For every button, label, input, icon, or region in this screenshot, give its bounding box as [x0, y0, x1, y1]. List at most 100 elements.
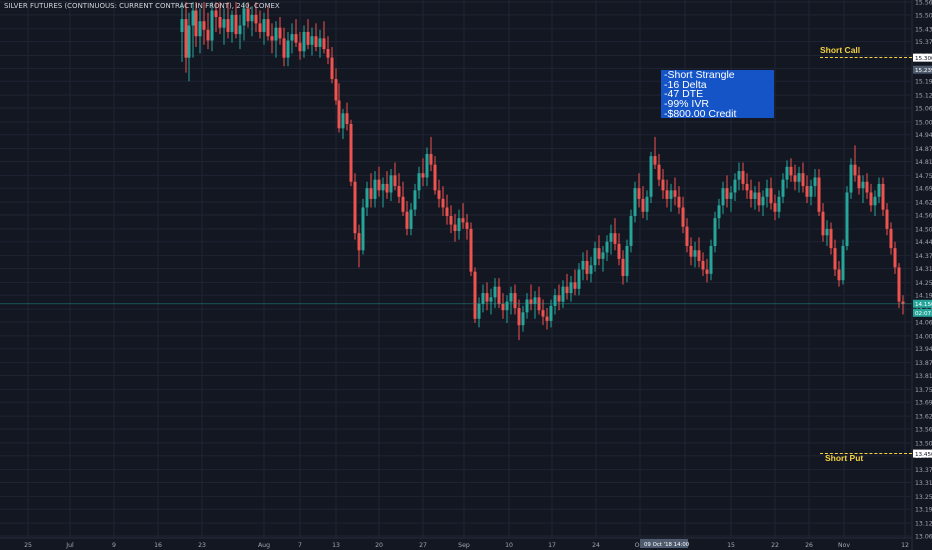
- candle-body: [873, 196, 877, 206]
- y-tick-label: 14.815: [915, 159, 932, 166]
- candle: [180, 2, 184, 62]
- candle-body: [493, 286, 497, 298]
- candle-body: [605, 241, 609, 253]
- candle: [869, 183, 873, 212]
- candle-body: [849, 164, 853, 193]
- candle-body: [389, 175, 393, 193]
- x-tick-label: 17: [548, 542, 556, 549]
- candle-body: [298, 42, 302, 52]
- candle: [645, 190, 649, 221]
- candle: [445, 194, 449, 225]
- candle-body: [773, 203, 777, 212]
- level-tag-text: 13.450: [915, 452, 932, 458]
- candle-body: [226, 19, 230, 32]
- candle: [473, 267, 477, 324]
- candle: [330, 46, 334, 84]
- candle: [725, 175, 729, 208]
- candle: [465, 213, 469, 240]
- candle: [282, 27, 286, 67]
- y-tick-label: 15.000: [915, 119, 932, 126]
- x-tick-label: 22: [771, 542, 779, 549]
- candle: [497, 278, 501, 309]
- candle: [210, 2, 214, 52]
- candle-body: [258, 23, 262, 32]
- candle-body: [585, 260, 589, 274]
- candle-body: [589, 265, 593, 274]
- candle: [230, 10, 234, 43]
- candle: [214, 2, 218, 32]
- candle: [769, 177, 773, 210]
- candle: [701, 252, 705, 276]
- candle-body: [641, 198, 645, 212]
- candle-body: [893, 248, 897, 268]
- candle: [187, 12, 191, 82]
- x-tick-label: 15: [727, 542, 735, 549]
- candle-body: [889, 228, 893, 249]
- candle: [270, 23, 274, 54]
- candle-body: [509, 293, 513, 302]
- x-tick-label: 13: [332, 542, 340, 549]
- candle: [429, 136, 433, 172]
- candle-body: [385, 183, 389, 193]
- candle-body: [397, 186, 401, 197]
- candle-body: [853, 164, 857, 176]
- candle: [413, 183, 417, 217]
- info-line-strategy: -Short Strangle: [664, 69, 735, 81]
- candle-body: [897, 267, 901, 302]
- candle-body: [513, 293, 517, 309]
- candle: [885, 203, 889, 236]
- candle: [681, 196, 685, 234]
- candle: [617, 233, 621, 266]
- candle: [222, 8, 226, 45]
- y-tick-label: 14.250: [915, 280, 932, 287]
- candle: [453, 213, 457, 242]
- candle-body: [693, 250, 697, 257]
- candle: [669, 183, 673, 212]
- info-line-dte: -47 DTE: [664, 88, 704, 101]
- y-tick-label: 14.440: [915, 239, 932, 246]
- candle: [449, 205, 453, 234]
- candle: [733, 173, 737, 202]
- candle-body: [517, 308, 521, 326]
- candle-body: [191, 10, 195, 26]
- candle: [549, 299, 553, 328]
- info-line-delta: -16 Delta: [664, 78, 707, 91]
- level-tag-text: 15.300: [915, 56, 932, 62]
- y-tick-label: 14.690: [915, 186, 932, 193]
- candle: [274, 21, 278, 58]
- x-tick-label: 7: [298, 542, 302, 549]
- candle-body: [861, 181, 865, 189]
- candle: [773, 194, 777, 221]
- candle-body: [701, 260, 705, 270]
- y-tick-label: 14.500: [915, 226, 932, 233]
- candle: [745, 173, 749, 199]
- candle: [373, 171, 377, 208]
- candle: [477, 297, 481, 328]
- y-tick-label: 13.690: [915, 400, 932, 407]
- x-tick-label: 23: [198, 542, 206, 549]
- candle: [677, 186, 681, 214]
- candle-body: [369, 188, 373, 199]
- candle: [877, 177, 881, 204]
- candle-body: [413, 190, 417, 210]
- candle-body: [278, 27, 282, 39]
- candle: [326, 36, 330, 65]
- candle: [238, 14, 242, 50]
- candle-body: [573, 282, 577, 289]
- candle: [785, 160, 789, 189]
- candle-body: [505, 301, 509, 311]
- candle: [493, 278, 497, 309]
- candle: [290, 23, 294, 54]
- candle-body: [749, 190, 753, 199]
- candle-body: [481, 293, 485, 304]
- candle: [437, 179, 441, 208]
- candle-body: [306, 31, 310, 45]
- candle: [813, 168, 817, 197]
- y-tick-label: 14.565: [915, 212, 932, 219]
- candle: [901, 295, 905, 315]
- candle: [757, 181, 761, 212]
- candle-body: [765, 188, 769, 197]
- y-tick-label: 15.560: [915, 0, 932, 7]
- candle: [797, 166, 801, 193]
